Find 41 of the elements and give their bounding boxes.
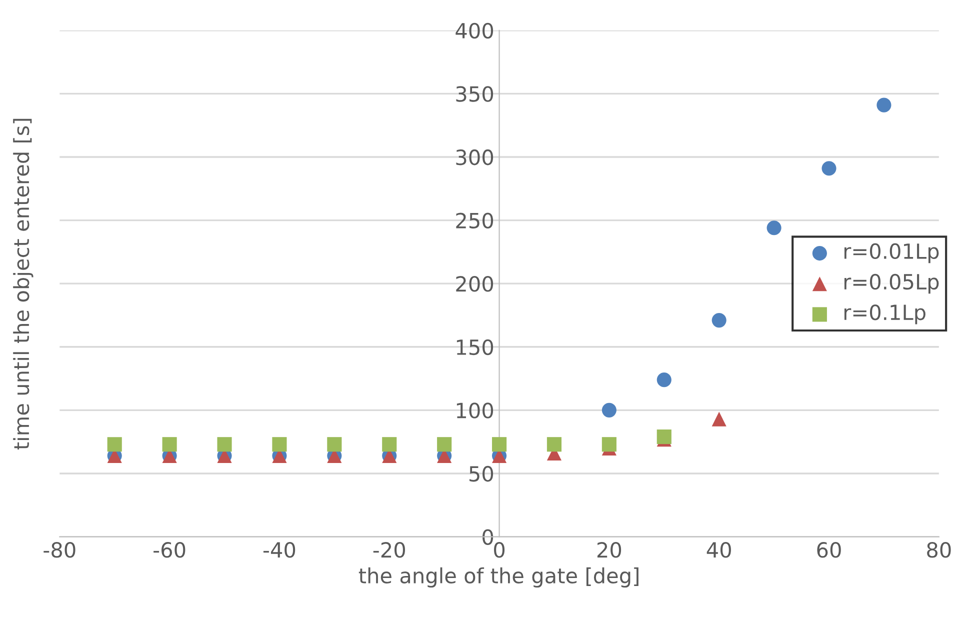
point [107,437,122,452]
x-axis-title: the angle of the gate [deg] [358,567,638,588]
point [876,98,892,112]
y-tick-label: 0 [482,529,494,545]
x-tick-label: 80 [927,542,951,558]
x-tick-label: 20 [597,542,622,558]
x-tick-label: -40 [263,542,296,558]
x-tick-label: -20 [373,542,405,558]
y-tick-label: 150 [456,339,494,356]
point [217,437,232,452]
y-tick-label: 250 [456,212,494,228]
y-tick-label: 200 [456,276,494,292]
y-tick-label: 100 [456,402,494,418]
point [712,313,726,328]
point [492,437,507,452]
legend-label: r=0.1Lp [844,304,926,324]
y-tick-label: 300 [456,149,494,166]
point [656,429,672,444]
x-tick-label: -80 [44,542,76,558]
point [712,412,726,426]
point [766,220,782,236]
point [822,161,836,176]
point [602,437,616,452]
point [602,402,616,418]
point [656,372,672,388]
point [437,437,452,452]
legend-label: r=0.01Lp [844,243,939,264]
x-tick-label: 40 [706,542,731,558]
point [546,437,562,452]
y-tick-label: 400 [456,22,494,39]
x-tick-label: -60 [154,542,186,558]
point [272,437,287,452]
point [327,437,342,452]
x-tick-label: 60 [817,542,841,558]
y-axis-title: time until the object entered [s] [13,118,34,450]
y-tick-label: 50 [470,466,494,482]
point [382,437,397,452]
x-tick-label: 0 [494,542,505,558]
point [162,437,177,452]
y-tick-label: 350 [456,86,494,102]
legend-label: r=0.05Lp [844,274,939,294]
